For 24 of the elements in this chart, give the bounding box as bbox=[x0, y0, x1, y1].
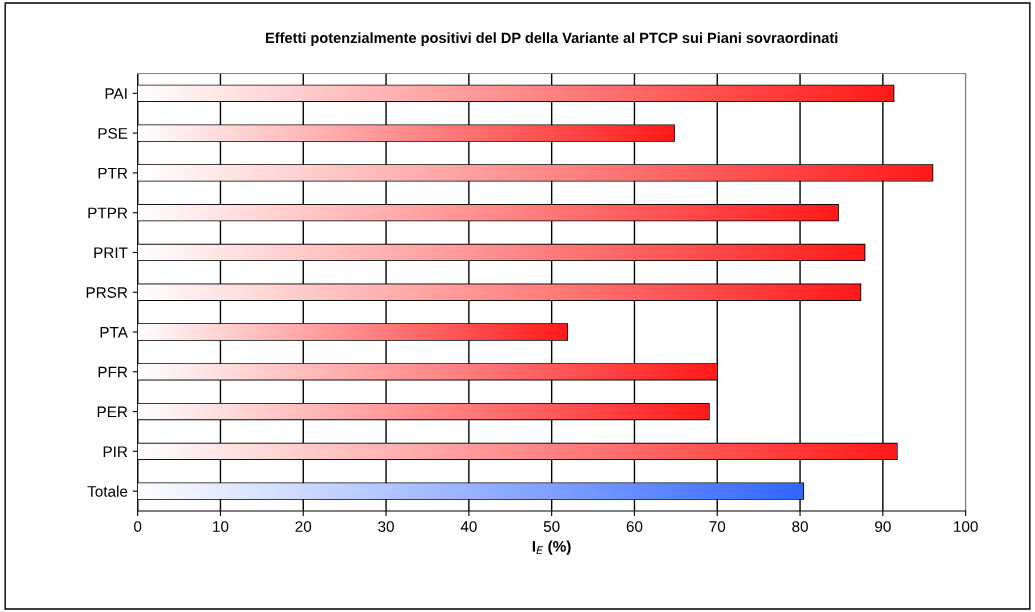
y-tick-label: PRIT bbox=[94, 247, 128, 258]
y-tick-label: PTR bbox=[98, 167, 128, 179]
x-tick-label: 80 bbox=[792, 521, 808, 532]
x-tick-label: 60 bbox=[626, 521, 643, 532]
x-tick-label: 10 bbox=[213, 521, 229, 532]
y-tick-label: PFR bbox=[98, 366, 128, 378]
x-tick-label: 30 bbox=[378, 521, 394, 532]
y-tick-label: Totale bbox=[87, 485, 128, 497]
y-tick-label: PIR bbox=[103, 446, 128, 457]
x-tick-label: 70 bbox=[709, 521, 726, 532]
y-tick-label: PSE bbox=[98, 127, 128, 139]
x-tick-label: 20 bbox=[295, 521, 312, 532]
x-tick-label: 50 bbox=[543, 521, 560, 532]
y-tick-label: PER bbox=[97, 406, 128, 418]
y-tick-label: PAI bbox=[105, 88, 127, 99]
x-tick-label: 90 bbox=[875, 521, 891, 532]
x-tick-label: 100 bbox=[954, 521, 978, 532]
y-tick-label: PTA bbox=[100, 327, 128, 338]
x-tick-label: 40 bbox=[460, 521, 477, 532]
chart-title: Effetti potenzialmente positivi del DP della Variante al PTCP sui Piani sovraordinati bbox=[266, 32, 838, 46]
x-tick-label: 0 bbox=[134, 521, 142, 532]
y-tick-label: PTPR bbox=[88, 207, 128, 219]
y-tick-label: PRSR bbox=[86, 287, 128, 298]
x-axis-title: I$_{E}$ (%) bbox=[532, 540, 571, 555]
